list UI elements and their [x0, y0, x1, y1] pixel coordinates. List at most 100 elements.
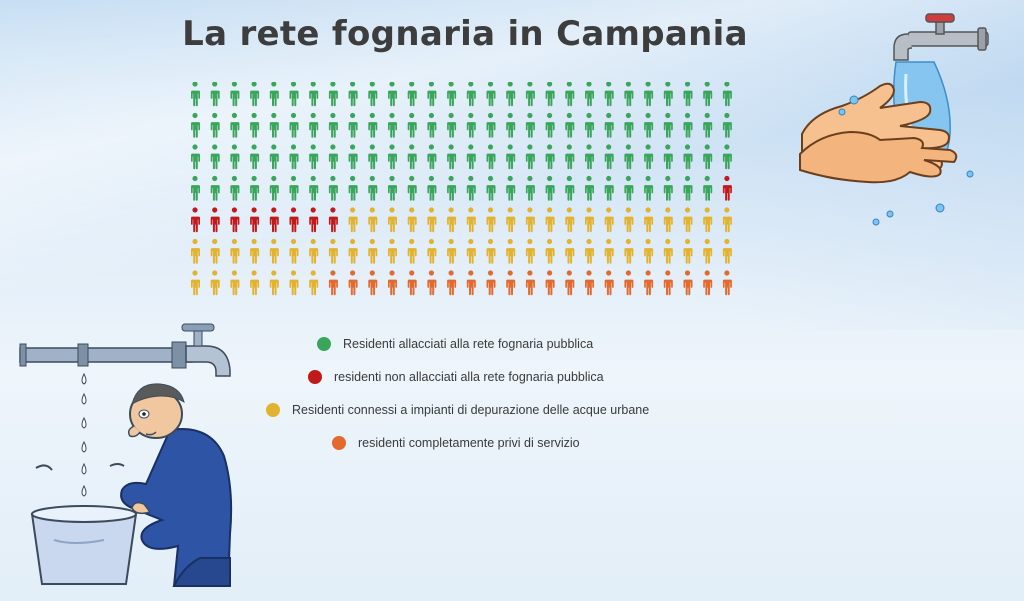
person-icon	[250, 175, 260, 201]
person-icon-shape	[644, 144, 654, 170]
person-icon-shape	[191, 270, 200, 296]
person-icon	[210, 238, 220, 264]
person-icon-shape	[486, 112, 496, 138]
person-icon-shape	[427, 82, 437, 107]
person-icon-shape	[525, 207, 535, 233]
person-icon	[722, 175, 732, 201]
person-icon	[388, 270, 397, 296]
person-icon-shape	[722, 112, 732, 138]
person-icon-shape	[309, 112, 319, 138]
person-icon	[309, 82, 319, 107]
person-icon-shape	[309, 82, 319, 107]
person-icon-shape	[250, 82, 260, 107]
person-icon	[506, 175, 516, 201]
person-icon	[525, 82, 535, 107]
person-icon-shape	[348, 238, 358, 264]
person-icon-shape	[525, 144, 535, 170]
person-icon	[525, 144, 535, 170]
person-icon-shape	[250, 175, 260, 201]
person-icon	[565, 144, 575, 170]
person-icon	[191, 207, 200, 233]
person-icon-shape	[703, 270, 713, 296]
person-icon-shape	[269, 144, 279, 170]
person-icon	[722, 207, 732, 233]
person-icon-shape	[506, 238, 516, 264]
person-icon	[250, 112, 260, 138]
person-icon	[466, 238, 476, 264]
person-icon-shape	[289, 238, 299, 264]
person-icon-shape	[447, 112, 457, 138]
legend-dot-no-service	[332, 436, 346, 450]
person-icon-shape	[506, 270, 516, 296]
person-icon-shape	[545, 238, 555, 264]
legend-label-not-connected: residenti non allacciati alla rete fogna…	[334, 370, 604, 384]
legend-item-not-connected: residenti non allacciati alla rete fogna…	[308, 370, 604, 384]
person-icon	[427, 175, 437, 201]
person-icon-shape	[427, 238, 437, 264]
person-icon-shape	[191, 144, 200, 170]
person-icon	[230, 144, 240, 170]
person-icon-shape	[368, 238, 378, 264]
person-icon	[683, 175, 693, 201]
person-icon-shape	[328, 270, 338, 296]
person-icon-shape	[486, 270, 496, 296]
person-icon-shape	[722, 238, 732, 264]
person-icon-shape	[565, 238, 575, 264]
person-icon-shape	[624, 112, 634, 138]
person-icon	[368, 207, 378, 233]
person-icon	[466, 175, 476, 201]
person-icon-shape	[565, 112, 575, 138]
person-icon-shape	[407, 207, 417, 233]
person-icon-shape	[230, 112, 240, 138]
person-icon-shape	[447, 144, 457, 170]
person-icon	[447, 112, 457, 138]
person-icon	[486, 82, 496, 107]
person-icon	[506, 207, 516, 233]
person-icon	[191, 82, 200, 107]
person-icon-shape	[585, 207, 594, 233]
person-icon	[427, 144, 437, 170]
person-icon	[486, 207, 496, 233]
person-icon-shape	[525, 238, 535, 264]
person-icon	[407, 238, 417, 264]
person-icon-shape	[191, 238, 200, 264]
person-icon	[348, 144, 358, 170]
person-icon	[447, 144, 457, 170]
person-icon-shape	[624, 82, 634, 107]
person-icon-shape	[289, 270, 299, 296]
person-icon-shape	[466, 207, 476, 233]
person-icon-shape	[525, 112, 535, 138]
person-icon-shape	[663, 82, 673, 107]
person-icon	[624, 112, 634, 138]
person-icon-shape	[328, 144, 338, 170]
person-icon-shape	[545, 82, 555, 107]
legend-item-treatment: Residenti connessi a impianti di depuraz…	[266, 403, 649, 417]
person-icon-shape	[328, 207, 338, 233]
person-icon	[210, 112, 220, 138]
person-icon	[269, 144, 279, 170]
person-icon-shape	[506, 82, 516, 107]
person-icon-shape	[447, 175, 457, 201]
person-icon-shape	[407, 238, 417, 264]
person-icon	[348, 207, 358, 233]
person-icon-shape	[427, 270, 437, 296]
person-icon	[624, 175, 634, 201]
person-icon	[663, 270, 673, 296]
person-icon	[230, 175, 240, 201]
person-icon	[644, 144, 654, 170]
person-icon	[683, 238, 693, 264]
person-icon-shape	[309, 175, 319, 201]
person-icon	[250, 207, 260, 233]
person-icon	[722, 270, 732, 296]
person-icon	[585, 238, 594, 264]
person-icon	[722, 112, 732, 138]
person-icon	[368, 238, 378, 264]
person-icon-shape	[466, 144, 476, 170]
person-icon-shape	[269, 82, 279, 107]
person-icon-shape	[585, 82, 594, 107]
person-icon	[269, 270, 279, 296]
legend-item-connected: Residenti allacciati alla rete fognaria …	[317, 337, 593, 351]
person-icon-shape	[230, 144, 240, 170]
person-icon	[289, 207, 299, 233]
person-icon-shape	[269, 175, 279, 201]
